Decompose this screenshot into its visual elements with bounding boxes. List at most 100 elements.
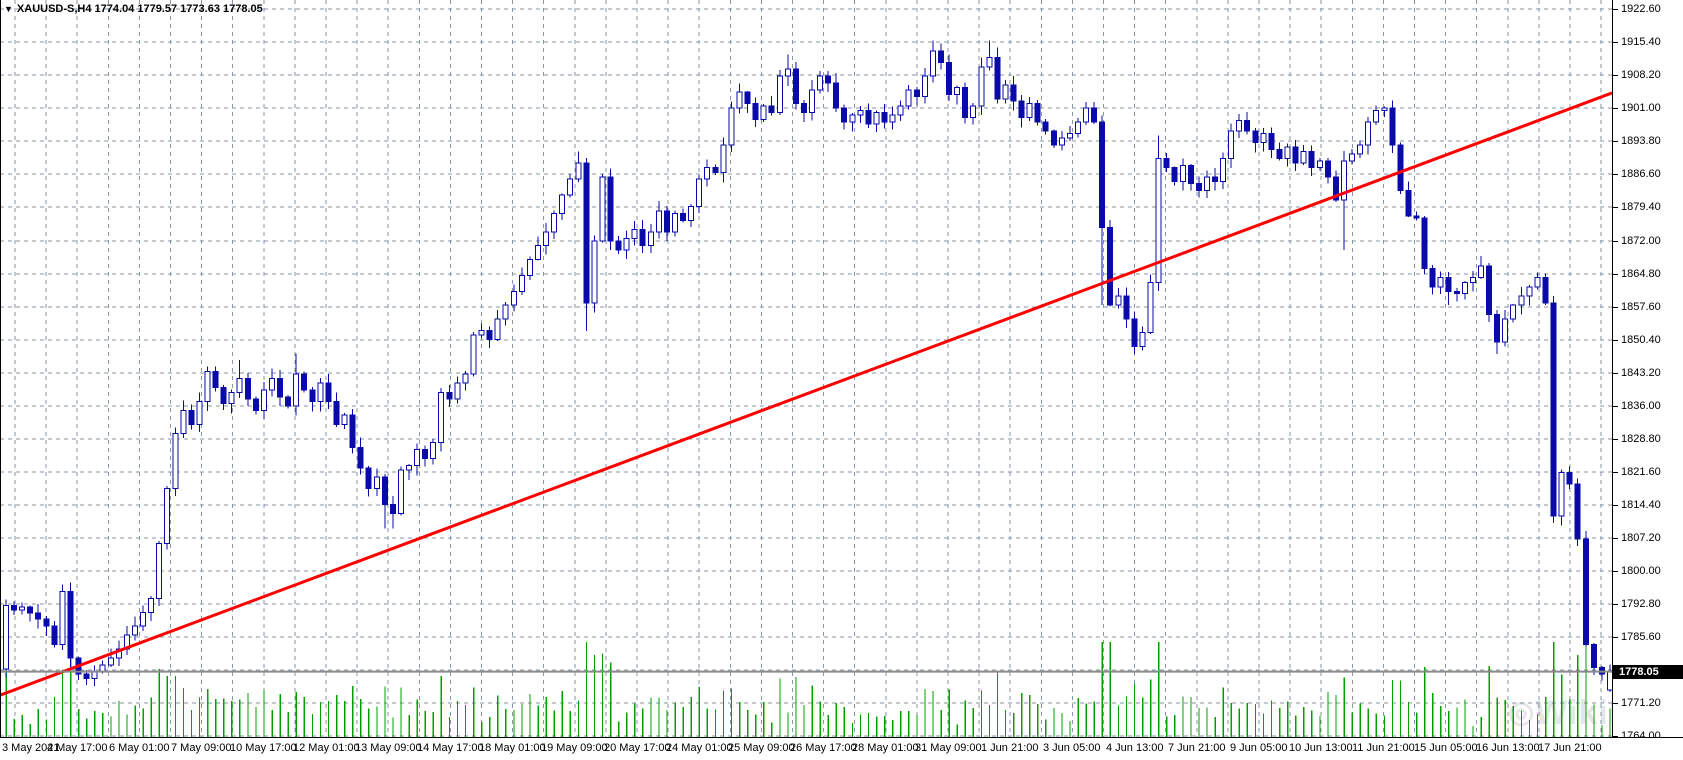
price-tick <box>1613 207 1618 208</box>
candle-bull <box>1026 103 1033 118</box>
candle-bull <box>575 162 582 180</box>
volume-bar <box>448 716 451 737</box>
candle-bull <box>3 604 9 670</box>
candle-bull <box>406 465 412 471</box>
volume-bar <box>1093 701 1095 737</box>
candle-bear <box>325 382 332 402</box>
price-axis-label: 1893.80 <box>1621 135 1661 147</box>
candle-bear <box>1389 107 1396 146</box>
volume-bar <box>432 712 434 737</box>
time-axis-label: 3 Jun 05:00 <box>1043 742 1101 754</box>
volume-bar <box>198 697 201 737</box>
price-axis-label: 1879.40 <box>1621 201 1661 213</box>
price-tick <box>1613 9 1618 10</box>
volume-bar <box>1085 703 1087 737</box>
wikifx-logo-icon: ◎ <box>1508 696 1536 729</box>
candle-bear <box>381 476 388 506</box>
volume-bar <box>1536 713 1539 737</box>
chart-title-bar: ▼ XAUUSD-S,H4 1774.04 1779.57 1773.63 17… <box>4 3 263 15</box>
volume-bar <box>287 711 289 737</box>
volume-bar <box>706 708 709 737</box>
volume-bar <box>988 704 991 737</box>
candle-bull <box>671 213 678 233</box>
candle-bull <box>704 167 711 180</box>
time-axis-label: 16 Jun 13:00 <box>1476 742 1540 754</box>
volume-bar <box>948 689 950 737</box>
volume-bar <box>811 685 813 737</box>
volume-bar <box>698 686 700 737</box>
time-axis-label: 19 May 09:00 <box>541 742 608 754</box>
candle-bear <box>615 240 622 251</box>
price-tick <box>1613 108 1618 109</box>
candle-bull <box>1002 84 1009 100</box>
candle-bull <box>954 86 961 95</box>
volume-bar <box>1295 715 1297 737</box>
volume-bar <box>1367 708 1369 737</box>
candle-bull <box>156 543 163 600</box>
time-axis-label: 17 Jun 21:00 <box>1538 742 1602 754</box>
candle-bull <box>148 598 155 613</box>
candle-bear <box>67 591 74 659</box>
volume-bar <box>553 710 555 737</box>
price-axis-label: 1857.60 <box>1621 301 1661 313</box>
volume-bar <box>1238 708 1240 737</box>
candle-bull <box>373 476 380 490</box>
candle-bear <box>639 229 646 247</box>
candle-bull <box>1340 160 1347 201</box>
volume-bar <box>1069 721 1071 737</box>
time-axis-label: 4 Jun 13:00 <box>1106 742 1164 754</box>
volume-bar <box>126 714 128 737</box>
price-axis[interactable]: 1922.60 1915.40 1908.20 1901.00 1893.80 1886.… <box>1613 0 1683 742</box>
candles-layer <box>3 40 1613 692</box>
volume-bar <box>545 696 547 737</box>
volume-bar <box>924 689 926 737</box>
candle-bear <box>252 398 259 412</box>
candle-bear <box>1276 148 1283 160</box>
time-axis-label: 9 Jun 05:00 <box>1230 742 1288 754</box>
volume-bar <box>1488 665 1490 737</box>
price-tick <box>1613 637 1618 638</box>
volume-bar <box>102 712 104 737</box>
time-axis-label: 7 May 09:00 <box>171 742 232 754</box>
price-tick <box>1613 571 1618 572</box>
volume-bar <box>787 712 789 737</box>
time-axis-label: 7 Jun 21:00 <box>1168 742 1226 754</box>
price-axis-label: 1922.60 <box>1621 3 1661 15</box>
candle-bull <box>1437 277 1444 288</box>
candle-bull <box>978 66 985 107</box>
volume-bar <box>972 708 974 737</box>
candle-bear <box>768 105 775 114</box>
volume-bar <box>158 669 160 737</box>
candle-bull <box>462 373 469 384</box>
price-tick <box>1613 406 1618 407</box>
price-axis-label: 1908.20 <box>1621 69 1661 81</box>
candle-bull <box>1502 318 1509 343</box>
candle-bull <box>889 114 896 123</box>
volume-bar <box>884 715 886 737</box>
candle-bear <box>365 467 372 490</box>
candle-bear <box>800 103 807 114</box>
time-axis-label: 28 May 01:00 <box>852 742 919 754</box>
time-axis-label: 10 Jun 13:00 <box>1289 742 1353 754</box>
candle-bull <box>172 433 179 490</box>
candle-bear <box>1131 318 1138 347</box>
trendline[interactable] <box>0 91 1613 697</box>
symbol-dropdown-icon[interactable]: ▼ <box>4 3 13 14</box>
price-tick <box>1613 538 1618 539</box>
candle-bear <box>486 329 493 341</box>
volume-bar <box>714 709 717 737</box>
candle-bull <box>631 229 638 240</box>
price-tick <box>1613 42 1618 43</box>
volume-bar <box>271 710 273 737</box>
time-axis[interactable]: 3 May 2021 4 May 17:00 6 May 01:00 7 May 09… <box>0 738 1683 760</box>
volume-bar <box>368 708 370 737</box>
candle-bear <box>833 82 840 109</box>
price-axis-label: 1886.60 <box>1621 168 1661 180</box>
candle-bull <box>970 105 977 118</box>
candle-bear <box>607 176 614 242</box>
volume-bar <box>174 675 177 737</box>
volume-bar <box>489 716 491 737</box>
volume-bar <box>207 688 209 737</box>
candle-bear <box>937 50 944 63</box>
